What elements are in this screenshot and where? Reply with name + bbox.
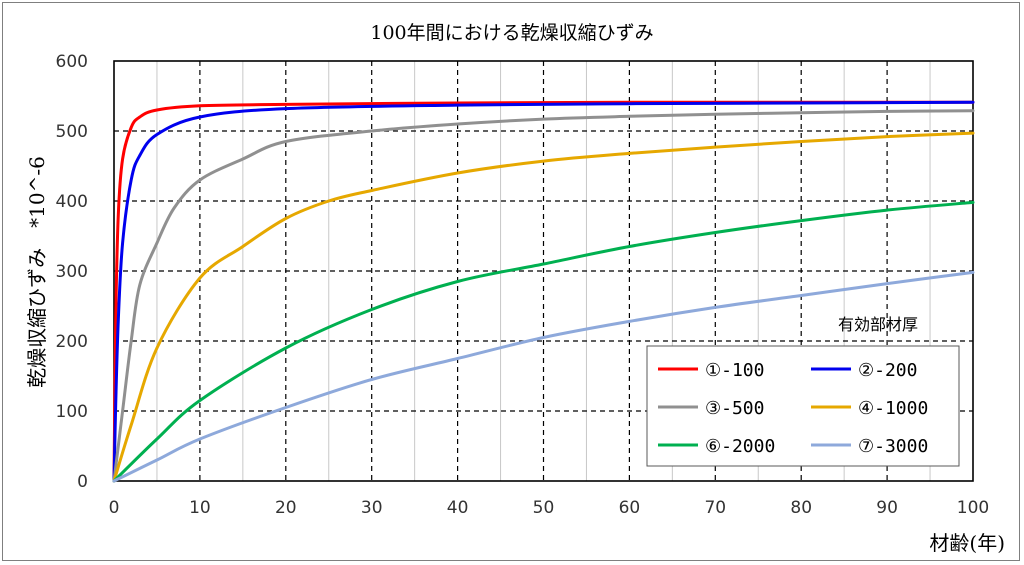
x-tick-label: 40 <box>447 498 469 518</box>
legend-label: ③-500 <box>705 398 764 419</box>
y-tick-label: 200 <box>56 332 88 352</box>
legend-label: ⑦-3000 <box>858 436 928 457</box>
series-line-2 <box>112 100 975 483</box>
x-tick-label: 60 <box>619 498 641 518</box>
y-tick-label: 100 <box>56 402 88 422</box>
series-line-6 <box>112 270 975 483</box>
legend-box <box>646 345 960 467</box>
legend-label: ②-200 <box>858 360 917 381</box>
x-tick-label: 10 <box>189 498 211 518</box>
legend: ①-100 ②-200 ③-500 ④-1000 ⑥-2000 ⑦-3000 <box>646 345 960 467</box>
x-tick-label: 100 <box>957 498 989 518</box>
series-line-3 <box>112 109 975 483</box>
legend-label: ④-1000 <box>858 398 928 419</box>
y-tick-label: 0 <box>77 472 88 492</box>
legend-title: 有効部材厚 <box>838 315 918 334</box>
series-line-5 <box>112 200 975 483</box>
series-line-4 <box>112 131 975 483</box>
x-tick-label: 20 <box>275 498 297 518</box>
x-tick-label: 90 <box>876 498 898 518</box>
y-axis-label: 乾燥収縮ひずみ *10^-6 <box>25 156 49 388</box>
x-tick-label: 70 <box>704 498 726 518</box>
y-tick-label: 300 <box>56 262 88 282</box>
x-tick-label: 50 <box>533 498 555 518</box>
x-axis-label: 材齢(年) <box>929 531 1005 555</box>
x-tick-label: 0 <box>109 498 120 518</box>
x-tick-label: 80 <box>790 498 812 518</box>
x-tick-label: 30 <box>361 498 383 518</box>
legend-label: ⑥-2000 <box>705 436 775 457</box>
chart-title: 100年間における乾燥収縮ひずみ <box>370 22 654 44</box>
y-tick-label: 600 <box>56 52 88 72</box>
y-tick-label: 500 <box>56 122 88 142</box>
legend-label: ①-100 <box>705 360 764 381</box>
y-tick-label: 400 <box>56 192 88 212</box>
